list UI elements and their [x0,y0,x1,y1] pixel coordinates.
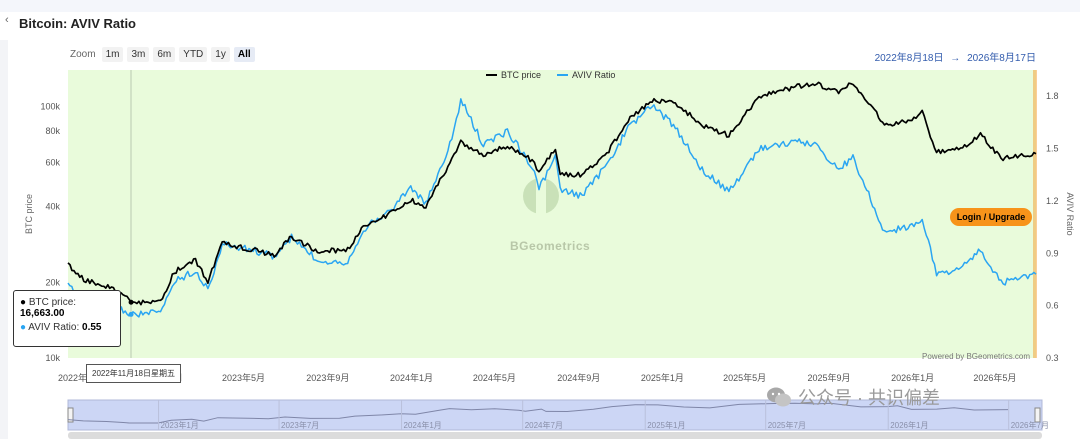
data-tooltip: ● BTC price: 16,663.00 ● AVIV Ratio: 0.5… [13,290,121,347]
x-tick-label: 2023年9月 [306,372,349,383]
right-tick-label: 1.2 [1046,196,1059,206]
left-rail [0,40,8,439]
x-tick-label: 2026年5月 [973,372,1016,383]
btc-hover-point [128,299,134,305]
x-tick-label: 2022年 [58,372,87,383]
top-strip [0,0,1080,12]
login-upgrade-button[interactable]: Login / Upgrade [950,208,1032,226]
left-tick-label: 60k [45,157,60,167]
zoom-1m-button[interactable]: 1m [101,47,124,62]
zoom-label: Zoom [70,49,96,60]
left-tick-label: 10k [45,353,60,363]
x-tick-label: 2023年5月 [222,372,265,383]
tooltip-btc-row: ● BTC price: 16,663.00 [20,297,120,319]
bgeometrics-watermark: BGeometrics [510,239,591,253]
date-range: 2022年8月18日 → 2026年8月17日 [871,49,1036,64]
zoom-3m-button[interactable]: 3m [127,47,150,62]
navigator-tick-label: 2023年1月 [161,420,199,430]
navigator-handle-right[interactable] [1034,407,1041,423]
aviv-hover-point [128,311,134,317]
watermark-logo [523,178,559,218]
wechat-icon [767,387,791,407]
legend-aviv-label: AVIV Ratio [572,70,615,80]
navigator-tick-label: 2024年7月 [525,420,563,430]
right-tick-label: 1.8 [1046,91,1059,101]
range-arrow: → [950,53,961,64]
left-tick-label: 20k [45,277,60,287]
range-start-input[interactable]: 2022年8月18日 [874,53,944,64]
zoom-ytd-button[interactable]: YTD [179,47,208,62]
left-tick-label: 40k [45,202,60,212]
right-axis-band [1033,70,1037,358]
tooltip-aviv-row: ● AVIV Ratio: 0.55 [20,322,101,333]
x-tick-label: 2024年5月 [473,372,516,383]
x-tick-label: 2024年9月 [557,372,600,383]
left-tick-label: 80k [45,126,60,136]
navigator-tick-label: 2024年1月 [404,420,442,430]
x-tick-label: 2025年9月 [807,372,850,383]
zoom-bar: Zoom 1m 3m 6m YTD 1y All [70,47,259,62]
right-axis-title: AVIV Ratio [1065,192,1075,235]
plot-background [68,70,1036,358]
powered-by-link[interactable]: Powered by BGeometrics.com [922,352,1031,361]
x-tick-label: 2025年1月 [641,372,684,383]
tooltip-btc-label: BTC price: [28,297,77,308]
btc-price-line [67,81,1037,306]
navigator-tick-label: 2025年1月 [647,420,685,430]
navigator-series-line [67,402,1009,424]
left-tick-label: 100k [40,102,60,112]
chevron-left-icon[interactable]: ‹ [5,14,9,26]
zoom-6m-button[interactable]: 6m [153,47,176,62]
zoom-1y-button[interactable]: 1y [211,47,230,62]
navigator-tick-label: 2026年7月 [1011,420,1049,430]
right-tick-label: 0.6 [1046,301,1059,311]
wechat-watermark: 公众号 · 共识偏差 [766,384,940,410]
legend-btc-label: BTC price [501,70,541,80]
x-tick-label: 2024年1月 [390,372,433,383]
navigator-tick-label: 2026年1月 [890,420,928,430]
navigator-handle-left[interactable] [67,407,74,423]
navigator-tick-label: 2023年7月 [281,420,319,430]
x-tick-label: 2025年5月 [723,372,766,383]
crosshair-date-label: 2022年11月18日星期五 [86,364,181,383]
tooltip-aviv-label: AVIV Ratio: [28,322,80,333]
x-tick-label: 2026年1月 [891,372,934,383]
right-tick-label: 0.3 [1046,353,1059,363]
navigator-tick-label: 2025年7月 [768,420,806,430]
range-end-input[interactable]: 2026年8月17日 [967,53,1036,64]
navigator[interactable] [67,399,1043,431]
btc-dot-icon: ● [20,297,27,308]
tooltip-btc-value: 16,663.00 [20,308,65,319]
left-axis-title: BTC price [24,194,34,234]
right-tick-label: 0.9 [1046,248,1059,258]
aviv-dot-icon: ● [20,322,27,333]
wechat-text: 公众号 · 共识偏差 [798,388,940,408]
page-title: Bitcoin: AVIV Ratio [19,16,136,31]
horizontal-scrollbar[interactable] [68,432,1042,439]
zoom-all-button[interactable]: All [233,47,255,62]
right-tick-label: 1.5 [1046,144,1059,154]
tooltip-aviv-value: 0.55 [82,322,102,333]
